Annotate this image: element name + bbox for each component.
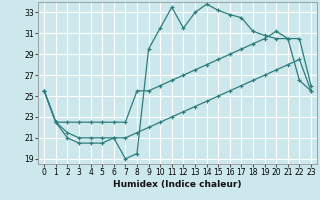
X-axis label: Humidex (Indice chaleur): Humidex (Indice chaleur) [113,180,242,189]
